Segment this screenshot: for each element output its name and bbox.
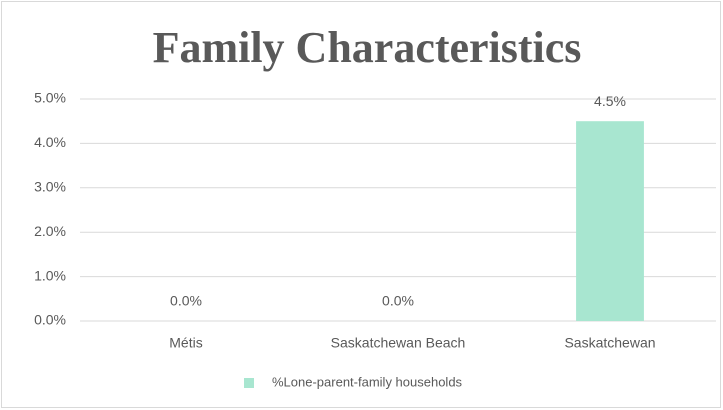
bar	[576, 121, 644, 321]
data-label: 0.0%	[382, 293, 414, 309]
x-tick-label: Saskatchewan Beach	[331, 335, 466, 351]
y-tick-label: 1.0%	[34, 267, 66, 283]
y-tick-label: 0.0%	[34, 312, 66, 328]
x-tick-label: Saskatchewan	[564, 335, 655, 351]
y-tick-label: 2.0%	[34, 223, 66, 239]
legend-swatch	[244, 378, 254, 388]
data-label: 0.0%	[170, 293, 202, 309]
y-tick-label: 5.0%	[34, 90, 66, 106]
legend-label: %Lone-parent-family households	[272, 374, 463, 389]
x-tick-label: Métis	[169, 335, 202, 351]
y-tick-label: 3.0%	[34, 179, 66, 195]
y-tick-label: 4.0%	[34, 134, 66, 150]
chart-title: Family Characteristics	[153, 23, 582, 72]
data-label: 4.5%	[594, 93, 626, 109]
